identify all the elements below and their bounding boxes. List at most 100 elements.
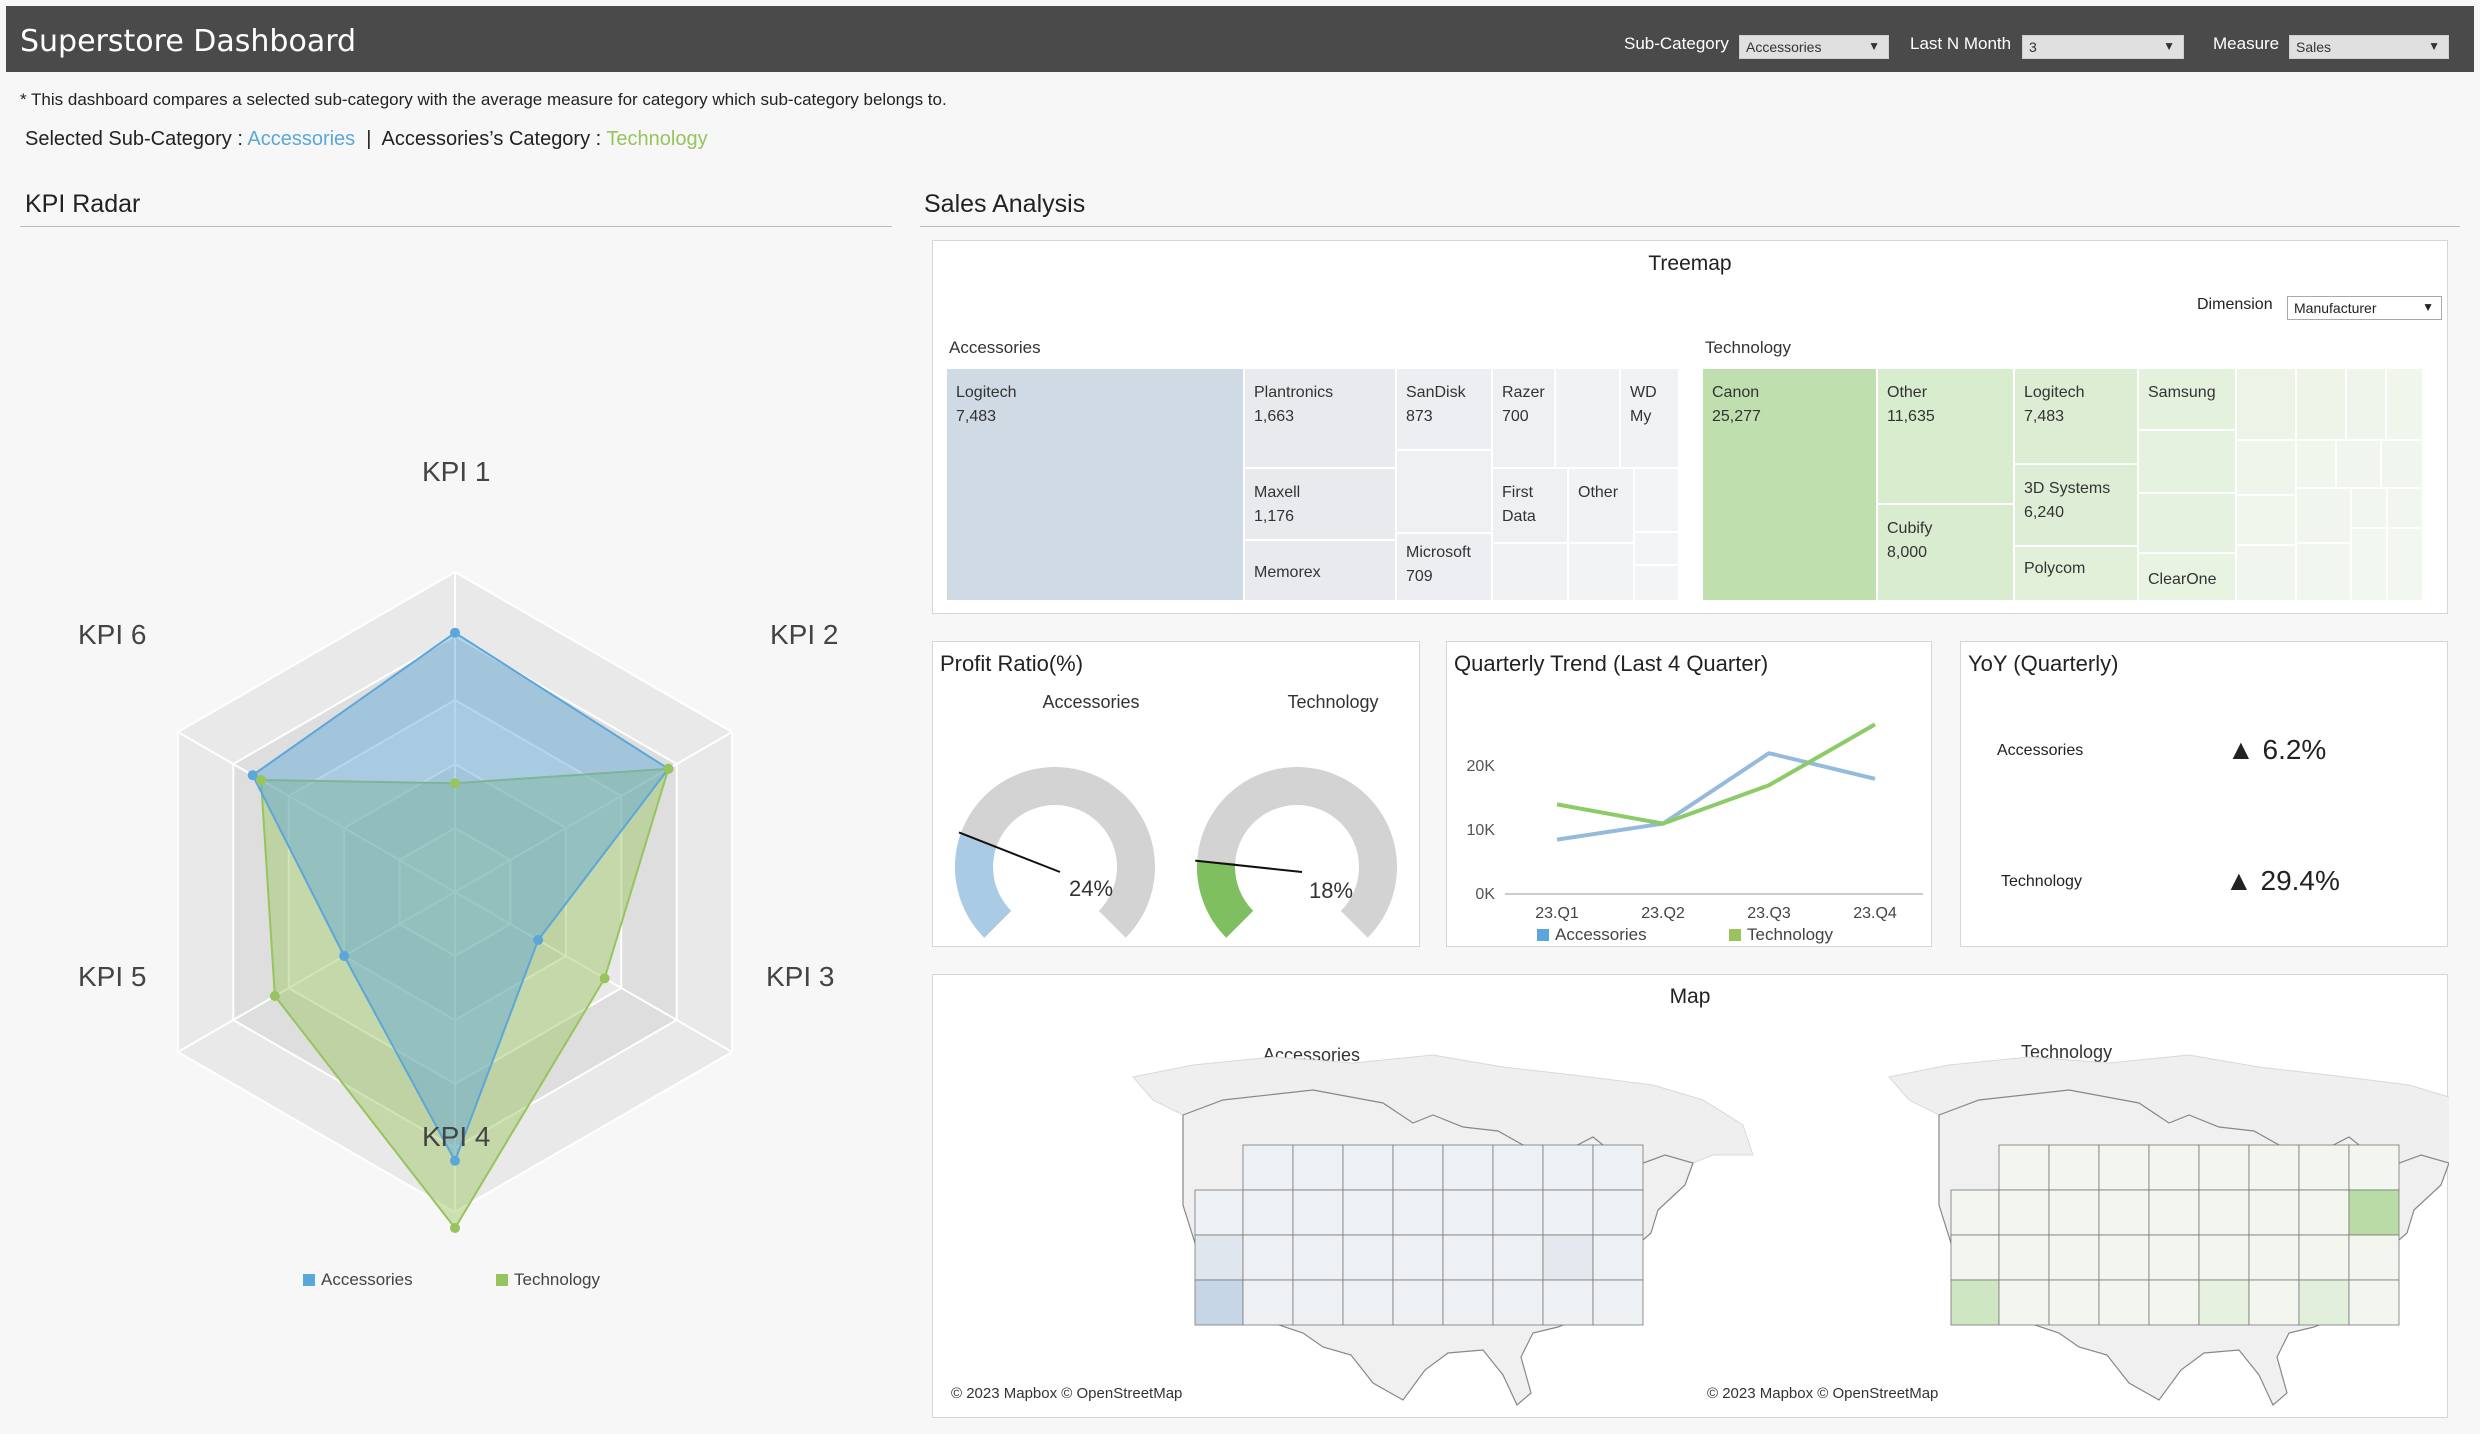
map-state	[1592, 1189, 1644, 1236]
treemap-cell	[2236, 495, 2296, 545]
map-state	[2148, 1279, 2200, 1326]
x-tick-label: 23.Q3	[1747, 905, 1791, 922]
treemap-cell[interactable]: Microsoft 709	[1396, 533, 1492, 601]
measure-filter-select[interactable]: Sales ▼	[2289, 35, 2449, 59]
treemap-cell	[2346, 368, 2386, 440]
treemap-cell[interactable]: Maxell 1,176	[1244, 468, 1396, 540]
treemap-cell	[1634, 468, 1679, 532]
treemap-cell[interactable]: Memorex	[1244, 540, 1396, 601]
treemap-cell[interactable]: Samsung	[2138, 368, 2236, 430]
gauge-fill	[1197, 860, 1254, 938]
gauge-fill	[955, 833, 1012, 938]
treemap-cell[interactable]: 3D Systems 6,240	[2014, 464, 2138, 546]
chevron-down-icon: ▼	[1868, 39, 1880, 53]
gauge-label-accessories: Accessories	[1042, 692, 1140, 712]
treemap-cell-label: Samsung	[2148, 384, 2216, 401]
chevron-down-icon: ▼	[2422, 300, 2434, 314]
radar-point	[663, 763, 674, 774]
treemap-cell-label: WD	[1630, 384, 1657, 401]
radar-point	[339, 951, 350, 961]
treemap-cell[interactable]: Plantronics 1,663	[1244, 368, 1396, 468]
yoy-label-technology: Technology	[2001, 873, 2082, 890]
treemap-cell[interactable]: Logitech 7,483	[946, 368, 1244, 601]
map-state	[1592, 1234, 1644, 1281]
dashboard-header: Superstore Dashboard Sub-Category Access…	[6, 6, 2474, 72]
map-state	[1592, 1279, 1644, 1326]
sales-analysis-title: Sales Analysis	[924, 190, 1086, 218]
map-state	[2148, 1144, 2200, 1191]
treemap-cell[interactable]: Cubify 8,000	[1877, 504, 2014, 601]
radar-legend-accessories: Accessories	[303, 1270, 413, 1290]
treemap-cell-label: Logitech	[2024, 384, 2085, 401]
map-state	[2148, 1234, 2200, 1281]
gauge-track	[1197, 767, 1397, 938]
treemap-cell	[2138, 430, 2236, 493]
treemap-cell[interactable]: WD My	[1620, 368, 1679, 468]
treemap-cell[interactable]: Other	[1568, 468, 1634, 543]
map-state	[1442, 1144, 1494, 1191]
treemap-title: Treemap	[1648, 252, 1732, 275]
treemap-cell	[2296, 440, 2336, 488]
treemap-cell[interactable]: Other 11,635	[1877, 368, 2014, 504]
treemap-cell-value: 7,483	[956, 408, 997, 425]
treemap-cell	[2296, 488, 2351, 543]
dashboard-title: Superstore Dashboard	[20, 24, 357, 59]
treemap-cell-label: Plantronics	[1254, 384, 1334, 401]
yoy-value-technology: ▲ 29.4%	[2225, 865, 2340, 896]
lastn-filter-label: Last N Month	[1910, 34, 2012, 53]
y-tick-label: 0K	[1475, 886, 1495, 903]
legend-label: Technology	[1747, 925, 1834, 944]
lastn-filter-select[interactable]: 3 ▼	[2022, 35, 2184, 59]
map-panel: Map Accessories Technology © 2023 Mapbox…	[932, 974, 2449, 1419]
treemap-cell	[2296, 543, 2351, 601]
map-state	[2098, 1234, 2150, 1281]
treemap-cell-label: Other	[1578, 484, 1619, 501]
radar-point	[450, 1223, 460, 1233]
map-state	[2348, 1144, 2400, 1191]
treemap-cell	[1634, 532, 1679, 565]
treemap-cell[interactable]: First Data	[1492, 468, 1568, 543]
treemap-cell-value: 700	[1502, 408, 1529, 425]
treemap-cell	[2296, 368, 2346, 440]
gauge-track	[955, 767, 1155, 938]
map-state	[1242, 1144, 1294, 1191]
treemap-cell-label: Canon	[1712, 384, 1760, 401]
treemap-cell	[2236, 545, 2296, 601]
map-state	[1242, 1189, 1294, 1236]
treemap-panel: Treemap Dimension Manufacturer ▼ Accesso…	[932, 240, 2448, 614]
map-state	[2198, 1279, 2250, 1326]
treemap-cell-label: 3D Systems	[2024, 480, 2111, 497]
map-state	[2048, 1189, 2100, 1236]
gauge-label-technology: Technology	[1287, 692, 1379, 712]
map-state	[2198, 1189, 2250, 1236]
treemap-cell	[2351, 488, 2387, 528]
treemap-cell-value: 6,240	[2024, 504, 2065, 521]
dimension-select[interactable]: Manufacturer ▼	[2287, 296, 2442, 320]
subcategory-filter-select[interactable]: Accessories ▼	[1739, 35, 1889, 59]
treemap-cell[interactable]: ClearOne	[2138, 553, 2236, 601]
map-state	[1194, 1234, 1244, 1281]
map-state	[1998, 1189, 2050, 1236]
map-state	[2098, 1279, 2150, 1326]
map-state	[1998, 1279, 2050, 1326]
treemap-cell-label: Razer	[1502, 384, 1545, 401]
trend-line-accessories	[1556, 751, 1876, 842]
treemap-cell[interactable]: Razer 700	[1492, 368, 1555, 468]
sales-map[interactable]	[933, 975, 2449, 1419]
map-state	[1442, 1279, 1494, 1326]
map-state	[1194, 1279, 1244, 1326]
treemap-cell[interactable]: SanDisk 873	[1396, 368, 1492, 450]
gauge-needle	[958, 831, 1061, 873]
treemap-cell[interactable]: Canon 25,277	[1702, 368, 1877, 601]
map-state	[1492, 1189, 1544, 1236]
radar-point	[450, 1155, 460, 1166]
map-state	[2348, 1189, 2400, 1236]
gauge-needle	[1195, 859, 1303, 873]
treemap-cell	[2381, 440, 2423, 488]
treemap-cell[interactable]: Logitech 7,483	[2014, 368, 2138, 464]
y-tick-label: 10K	[1467, 822, 1496, 839]
x-tick-label: 23.Q2	[1641, 905, 1685, 922]
map-state	[1292, 1234, 1344, 1281]
treemap-cell[interactable]: Polycom	[2014, 546, 2138, 601]
